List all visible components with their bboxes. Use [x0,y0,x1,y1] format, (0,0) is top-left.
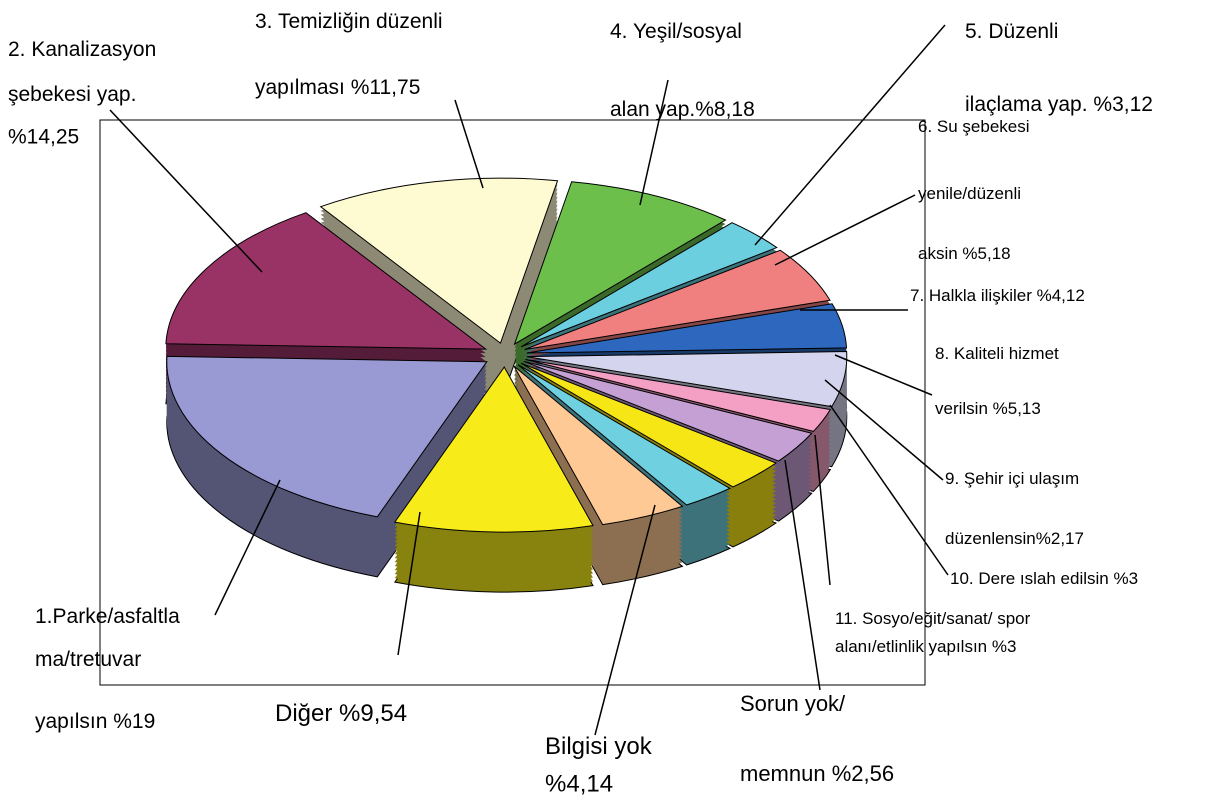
slice-label: memnun %2,56 [740,761,894,786]
label-text: 3. Temizliğin düzenli [255,10,443,33]
slice [523,360,813,462]
slice [520,362,778,488]
slice [520,222,778,348]
slice-label: verilsin %5,13 [935,399,1041,418]
slice-label: 7. Halkla ilişkiler %4,12 [910,286,1085,305]
label-text: Sorun yok/ [740,691,846,716]
label-text: 9. Şehir içi ulaşım [945,469,1079,488]
value-label: %4,14 [545,770,613,797]
slice [319,177,559,344]
value-label: %9,54 [339,700,407,727]
label-text: yapılsın [35,710,113,733]
slice-label: Bilgisi yok [545,733,653,760]
slice-label: 8. Kaliteli hizmet [935,344,1059,363]
label-text: Diğer [275,700,339,727]
slice-label: yenile/düzenli [918,184,1021,203]
value-label: %14,25 [8,126,79,149]
label-text: verilsin [935,399,993,418]
label-text: ilaçlama yap. [965,93,1093,116]
slice-label: 2. Kanalizasyon [8,38,156,61]
slice-label: 9. Şehir içi ulaşım [945,469,1079,488]
leader-line [214,479,281,616]
label-text: 5. Düzenli [965,20,1058,43]
label-text: 11. Sosyo/eğit/sanat/ spor [835,609,1031,628]
value-label: %8,18 [695,98,755,121]
slice [393,366,594,533]
label-text: yapılması [255,76,351,99]
slice-label: yapılması %11,75 [255,76,420,99]
slice-label: yapılsın %19 [35,710,155,733]
slice-label: şebekesi yap. [8,83,136,106]
slice-label: aksin %5,18 [918,244,1011,263]
value-label: %2,56 [832,761,894,786]
value-label: %3 [1113,569,1138,588]
label-text: aksin [918,244,962,263]
slice-label: alanı/etlinlik yapılsın %3 [835,637,1016,656]
label-text: 1.Parke/asfaltla [35,605,180,628]
value-label: %5,13 [993,399,1041,418]
leader-line [774,194,916,266]
slice-label: alan yap.%8,18 [610,98,755,121]
leader-line [824,379,944,481]
label-text: 7. Halkla ilişkiler [910,286,1037,305]
slice [166,355,488,518]
leader-line [834,354,933,396]
slice [517,364,732,506]
label-text: alanı/etlinlik yapılsın [835,637,992,656]
slice [526,303,848,354]
leader-line [829,404,949,576]
leader-line [454,99,484,189]
slice-label: 11. Sosyo/eğit/sanat/ spor [835,609,1031,628]
label-text: alan yap. [610,98,695,121]
value-label: %11,75 [351,76,421,99]
value-label: %5,18 [962,244,1010,263]
value-label: %19 [113,710,155,733]
value-label: %3 [992,637,1017,656]
label-text: düzenlensin [945,529,1036,548]
leader-line [754,24,946,246]
slice-label: 3. Temizliğin düzenli [255,10,443,33]
label-text: memnun [740,761,832,786]
slice-label: Diğer %9,54 [275,700,407,727]
label-text: 2. Kanalizasyon [8,38,156,61]
label-text: 6. Su şebekesi [918,117,1030,136]
label-text: şebekesi yap. [8,83,136,106]
slice [525,358,832,432]
label-text: 4. Yeşil/sosyal [610,20,742,43]
slice-label: ilaçlama yap. %3,12 [965,93,1153,116]
slice-label: ma/tretuvar [35,648,141,671]
slice-label: 1.Parke/asfaltla [35,605,180,628]
leader-line [109,109,263,273]
slice [513,181,727,346]
label-text: 10. Dere ıslah edilsin [950,569,1113,588]
label-text: 8. Kaliteli hizmet [935,344,1059,363]
value-label: %3,12 [1093,93,1153,116]
slice-label: 4. Yeşil/sosyal [610,20,742,43]
slice [165,212,488,350]
value-label: %2,17 [1036,529,1084,548]
slice [513,365,684,526]
slice-label: 10. Dere ıslah edilsin %3 [950,569,1138,588]
slice-label: 6. Su şebekesi [918,117,1030,136]
label-text: yenile/düzenli [918,184,1021,203]
leader-line [397,511,421,656]
leader-line [814,434,831,586]
slice-label: düzenlensin%2,17 [945,529,1084,548]
label-text: Bilgisi yok [545,733,653,760]
leader-line [639,79,669,206]
label-text: ma/tretuvar [35,648,141,671]
leader-line [594,504,656,736]
slice-label: 5. Düzenli [965,20,1058,43]
slice [524,249,831,350]
slice-label: Sorun yok/ [740,691,846,716]
leader-line [784,459,821,691]
plot-frame [99,119,926,686]
value-label: %4,12 [1037,286,1085,305]
